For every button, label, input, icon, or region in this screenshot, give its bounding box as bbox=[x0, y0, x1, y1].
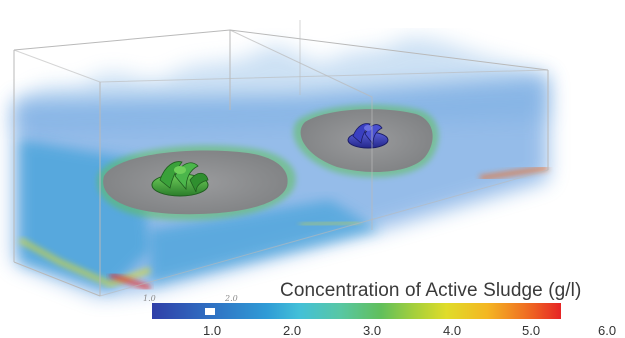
blue-impeller-icon bbox=[347, 123, 389, 149]
tick-label-3: 3.0 bbox=[363, 323, 382, 338]
green-impeller-icon bbox=[151, 161, 209, 197]
color-scale-gap bbox=[205, 308, 215, 315]
tick-label-6: 6.0 bbox=[598, 323, 617, 338]
tick-label-1: 1.0 bbox=[203, 323, 222, 338]
legend-ghost-label-1: 1.0 bbox=[143, 294, 156, 303]
legend-title: Concentration of Active Sludge (g/l) bbox=[280, 280, 582, 301]
color-scale-bar bbox=[152, 303, 561, 319]
tick-label-4: 4.0 bbox=[443, 323, 462, 338]
tick-label-2: 2.0 bbox=[283, 323, 302, 338]
tank-wireframe bbox=[13, 20, 549, 297]
tick-label-5: 5.0 bbox=[522, 323, 541, 338]
legend-ghost-label-2: 2.0 bbox=[225, 294, 238, 303]
